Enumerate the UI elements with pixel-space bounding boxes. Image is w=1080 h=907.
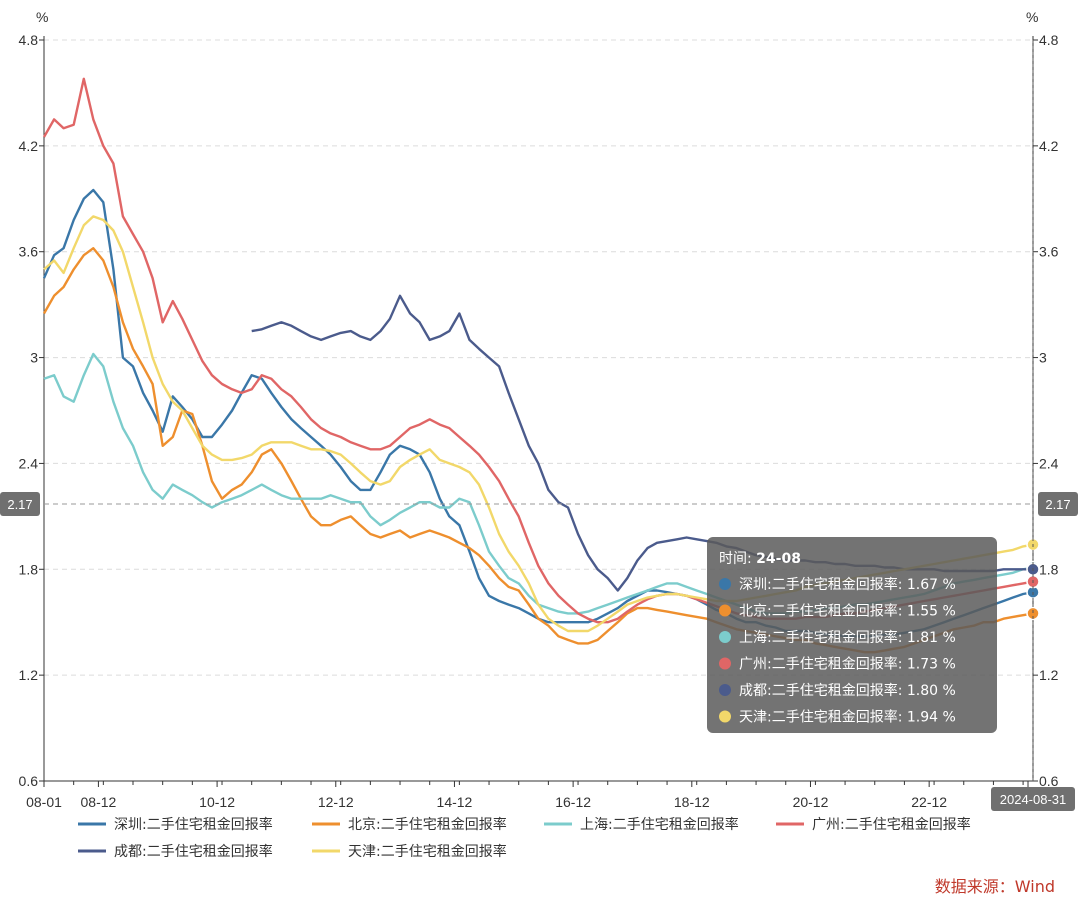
- tooltip-title: 时间: 24-08: [719, 551, 801, 567]
- x-tick-label: 08-12: [81, 794, 117, 810]
- x-tick-label: 12-12: [318, 794, 354, 810]
- right-y-tick-label: 3.6: [1039, 244, 1059, 260]
- legend-item: 成都:二手住宅租金回报率: [114, 843, 273, 860]
- tooltip-box: [707, 537, 997, 733]
- crosshair-x-label: 2024-08-31: [1000, 792, 1067, 807]
- right-y-tick-label: 4.8: [1039, 32, 1059, 48]
- legend: 深圳:二手住宅租金回报率 北京:二手住宅租金回报率 上海:二手住宅租金回报率 广州:二…: [78, 816, 971, 860]
- x-tick-label: 22-12: [911, 794, 947, 810]
- right-axis-unit: %: [1026, 9, 1038, 25]
- x-tick-label: 16-12: [555, 794, 591, 810]
- data-source-label: 数据来源：Wind: [935, 877, 1055, 896]
- crosshair-y-badge-left: [0, 492, 40, 517]
- right-y-tick-label: 1.2: [1039, 667, 1059, 683]
- left-y-tick-label: 3.6: [19, 244, 39, 260]
- crosshair: 2.17 2.17 2024-08-31: [0, 40, 1078, 811]
- crosshair-y-label-right: 2.17: [1045, 497, 1070, 512]
- left-y-tick-label: 1.8: [19, 561, 39, 577]
- left-y-tick-label: 4.2: [19, 138, 39, 154]
- tooltip-row: 深圳:二手住宅租金回报率: 1.67 %: [739, 576, 956, 593]
- crosshair-y-label-left: 2.17: [7, 497, 32, 512]
- legend-item: 广州:二手住宅租金回报率: [812, 816, 971, 833]
- legend-item: 天津:二手住宅租金回报率: [348, 843, 507, 860]
- tooltip-row: 天津:二手住宅租金回报率: 1.94 %: [739, 709, 956, 726]
- grid: [44, 39, 1033, 676]
- tooltip-swatch: [719, 631, 731, 643]
- legend-item: 北京:二手住宅租金回报率: [348, 816, 507, 833]
- tooltip-row: 上海:二手住宅租金回报率: 1.81 %: [739, 629, 956, 646]
- right-y-tick-label: 1.8: [1039, 561, 1059, 577]
- legend-item: 上海:二手住宅租金回报率: [580, 816, 739, 833]
- x-tick-label: 10-12: [199, 794, 235, 810]
- left-y-tick-label: 3: [30, 350, 38, 366]
- tooltip-swatch: [719, 657, 731, 670]
- series-endpoint-1: [1026, 606, 1040, 621]
- left-y-tick-label: 4.8: [19, 32, 39, 48]
- x-tick-label: 18-12: [674, 794, 710, 810]
- crosshair-y-badge-right: [1038, 492, 1078, 517]
- left-y-tick-label: 2.4: [19, 455, 39, 471]
- right-y-tick-label: 3: [1039, 350, 1047, 366]
- left-axis-unit: %: [36, 9, 48, 25]
- right-y-tick-label: 0.6: [1039, 773, 1059, 789]
- tooltip-swatch: [719, 710, 731, 723]
- tooltip: 时间: 24-08 深圳:二手住宅租金回报率: 1.67 % 北京:二手住宅租金回报…: [707, 537, 997, 733]
- tooltip-swatch: [719, 578, 731, 590]
- tooltip-row: 北京:二手住宅租金回报率: 1.55 %: [739, 603, 956, 620]
- tooltip-row: 广州:二手住宅租金回报率: 1.73 %: [739, 656, 956, 673]
- x-tick-label: 20-12: [793, 794, 829, 810]
- x-tick-label: 08-01: [26, 794, 62, 810]
- left-y-tick-label: 0.6: [19, 773, 39, 789]
- right-y-tick-label: 4.2: [1039, 138, 1059, 154]
- x-tick-label: 14-12: [437, 794, 473, 810]
- tooltip-row: 成都:二手住宅租金回报率: 1.80 %: [739, 682, 956, 699]
- tooltip-swatch: [719, 684, 731, 696]
- legend-item: 深圳:二手住宅租金回报率: [114, 816, 273, 833]
- tooltip-swatch: [719, 604, 731, 617]
- crosshair-x-badge: [991, 787, 1075, 811]
- right-y-tick-label: 2.4: [1039, 455, 1059, 471]
- left-y-tick-label: 1.2: [19, 667, 39, 683]
